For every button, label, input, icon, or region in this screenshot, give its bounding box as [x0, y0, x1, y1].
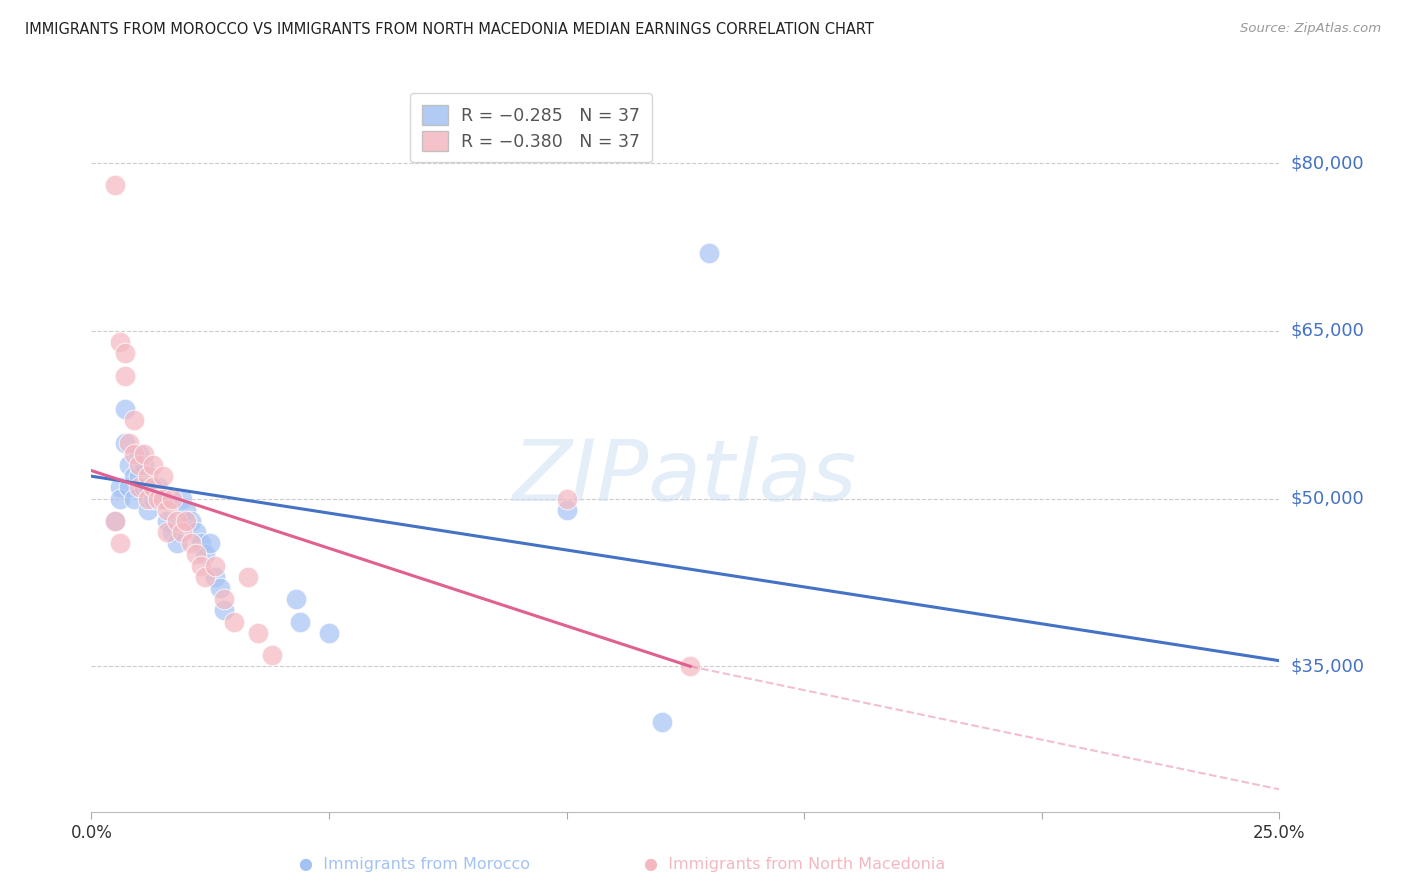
Point: [204, 558, 226, 573]
Text: $80,000: $80,000: [1291, 154, 1364, 172]
Point: [208, 581, 231, 595]
Point: [160, 525, 183, 540]
Point: [190, 536, 212, 550]
Point: [176, 502, 198, 516]
Point: [180, 514, 202, 528]
Text: $35,000: $35,000: [1291, 657, 1365, 675]
Point: [555, 491, 578, 506]
Point: [118, 480, 141, 494]
Point: [284, 592, 307, 607]
Point: [290, 615, 312, 629]
Point: [152, 491, 174, 506]
Point: [114, 435, 136, 450]
Point: [104, 514, 127, 528]
Point: [142, 480, 165, 494]
Point: [122, 491, 145, 506]
Point: [318, 625, 340, 640]
Point: [679, 659, 702, 673]
Point: [118, 435, 141, 450]
Point: [118, 458, 141, 472]
Point: [170, 525, 193, 540]
Point: [214, 603, 236, 617]
Point: [156, 525, 179, 540]
Point: [260, 648, 283, 662]
Text: IMMIGRANTS FROM MOROCCO VS IMMIGRANTS FROM NORTH MACEDONIA MEDIAN EARNINGS CORRE: IMMIGRANTS FROM MOROCCO VS IMMIGRANTS FR…: [25, 22, 875, 37]
Point: [138, 469, 160, 483]
Point: [132, 447, 155, 461]
Text: ●  Immigrants from North Macedonia: ● Immigrants from North Macedonia: [644, 857, 945, 872]
Point: [555, 502, 578, 516]
Point: [122, 469, 145, 483]
Text: $50,000: $50,000: [1291, 490, 1364, 508]
Point: [104, 178, 127, 193]
Point: [128, 447, 150, 461]
Text: ZIPatlas: ZIPatlas: [513, 436, 858, 519]
Text: Source: ZipAtlas.com: Source: ZipAtlas.com: [1240, 22, 1381, 36]
Point: [122, 447, 145, 461]
Point: [180, 536, 202, 550]
Point: [166, 514, 188, 528]
Point: [108, 536, 131, 550]
Point: [176, 514, 198, 528]
Text: ●  Immigrants from Morocco: ● Immigrants from Morocco: [299, 857, 530, 872]
Point: [114, 402, 136, 417]
Point: [214, 592, 236, 607]
Point: [238, 570, 260, 584]
Point: [204, 570, 226, 584]
Point: [166, 536, 188, 550]
Point: [156, 502, 179, 516]
Point: [152, 491, 174, 506]
Point: [184, 525, 207, 540]
Point: [104, 514, 127, 528]
Point: [114, 346, 136, 360]
Point: [108, 491, 131, 506]
Point: [122, 413, 145, 427]
Point: [246, 625, 269, 640]
Point: [128, 480, 150, 494]
Legend: R = −0.285   N = 37, R = −0.380   N = 37: R = −0.285 N = 37, R = −0.380 N = 37: [411, 94, 652, 162]
Point: [142, 458, 165, 472]
Point: [132, 480, 155, 494]
Point: [132, 458, 155, 472]
Point: [200, 536, 222, 550]
Point: [146, 480, 169, 494]
Point: [128, 458, 150, 472]
Point: [142, 491, 165, 506]
Point: [114, 368, 136, 383]
Point: [194, 548, 217, 562]
Point: [146, 491, 169, 506]
Text: $65,000: $65,000: [1291, 322, 1364, 340]
Point: [138, 502, 160, 516]
Point: [222, 615, 245, 629]
Point: [697, 245, 720, 260]
Point: [152, 469, 174, 483]
Point: [138, 491, 160, 506]
Point: [160, 491, 183, 506]
Point: [108, 480, 131, 494]
Point: [170, 491, 193, 506]
Point: [184, 548, 207, 562]
Point: [138, 480, 160, 494]
Point: [651, 715, 673, 730]
Point: [108, 334, 131, 349]
Point: [190, 558, 212, 573]
Point: [194, 570, 217, 584]
Point: [128, 469, 150, 483]
Point: [156, 514, 179, 528]
